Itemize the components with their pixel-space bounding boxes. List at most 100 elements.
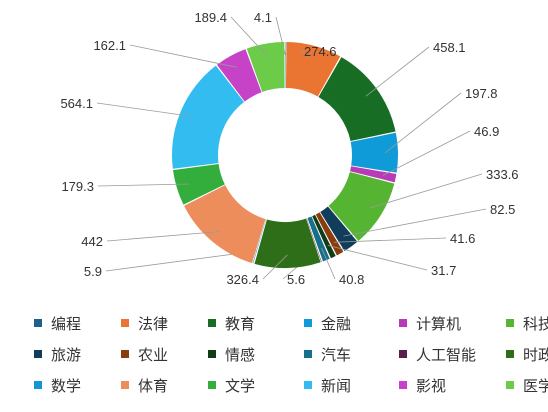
data-label-9: 31.7 [431, 263, 456, 278]
legend-label: 情感 [225, 345, 256, 364]
legend-item-16[interactable]: 新闻 [304, 374, 351, 396]
legend-label: 农业 [138, 345, 169, 364]
label-leader-line-5 [382, 130, 471, 176]
legend-label: 医学 [523, 376, 548, 395]
legend-label: 时政 [523, 345, 548, 364]
donut-slice-15[interactable] [173, 163, 225, 205]
legend-label: 文学 [225, 376, 256, 395]
data-label-7: 82.5 [490, 202, 515, 217]
data-label-16: 564.1 [60, 96, 93, 111]
legend-label: 编程 [51, 314, 82, 333]
legend-item-2[interactable]: 法律 [121, 312, 168, 334]
legend-swatch-icon [506, 350, 514, 358]
donut-slice-12[interactable] [254, 218, 321, 268]
label-leader-line-2 [299, 50, 312, 59]
data-label-14: 442 [81, 234, 103, 249]
legend-item-3[interactable]: 教育 [208, 312, 255, 334]
data-label-17: 162.1 [93, 38, 126, 53]
data-label-3: 458.1 [433, 40, 466, 55]
legend-swatch-icon [34, 319, 42, 327]
legend-swatch-icon [399, 381, 407, 389]
label-leader-line-9 [327, 245, 428, 271]
data-label-18: 189.4 [194, 10, 227, 25]
legend-item-8[interactable]: 农业 [121, 343, 168, 365]
data-label-1: 4.1 [254, 10, 272, 25]
donut-slice-11[interactable] [306, 218, 322, 263]
donut-slice-10[interactable] [307, 216, 330, 262]
legend-label: 金融 [321, 314, 352, 333]
legend-swatch-icon [304, 350, 312, 358]
data-label-6: 333.6 [486, 167, 519, 182]
legend-item-14[interactable]: 体育 [121, 374, 168, 396]
legend-item-18[interactable]: 医学 [506, 374, 548, 396]
data-label-4: 197.8 [465, 86, 498, 101]
legend-swatch-icon [399, 350, 407, 358]
donut-slice-17[interactable] [216, 49, 262, 102]
label-leader-line-8 [333, 237, 447, 243]
legend-label: 教育 [225, 314, 256, 333]
data-label-10: 40.8 [339, 272, 364, 287]
legend-swatch-icon [208, 350, 216, 358]
legend-item-11[interactable]: 人工智能 [399, 343, 476, 365]
legend-item-1[interactable]: 编程 [34, 312, 81, 334]
label-leader-line-12 [262, 254, 288, 280]
data-label-15: 179.3 [61, 179, 94, 194]
legend-label: 旅游 [51, 345, 82, 364]
legend-item-4[interactable]: 金融 [304, 312, 351, 334]
legend-swatch-icon [208, 381, 216, 389]
legend-item-12[interactable]: 时政 [506, 343, 548, 365]
legend-item-15[interactable]: 文学 [208, 374, 255, 396]
data-label-8: 41.6 [450, 231, 475, 246]
donut-slice-3[interactable] [318, 57, 396, 142]
label-leader-line-15 [97, 183, 190, 187]
legend-swatch-icon [34, 350, 42, 358]
donut-chart: 4.1 274.6 458.1 197.8 46.9 333.6 82.5 41.6 31.7 4… [60, 10, 519, 287]
label-leader-line-3 [365, 46, 430, 97]
legend-label: 人工智能 [416, 345, 477, 364]
data-label-13: 5.9 [84, 264, 102, 279]
legend-item-5[interactable]: 计算机 [399, 312, 461, 334]
legend-swatch-icon [208, 319, 216, 327]
label-leader-line-14 [106, 231, 221, 242]
legend-swatch-icon [121, 381, 129, 389]
legend-swatch-icon [34, 381, 42, 389]
donut-slice-2[interactable] [285, 42, 341, 97]
label-leader-line-17 [129, 44, 237, 68]
legend-label: 影视 [416, 376, 447, 395]
donut-slice-18[interactable] [246, 42, 285, 92]
label-leader-line-16 [96, 102, 193, 117]
legend-item-9[interactable]: 情感 [208, 343, 255, 365]
data-label-11: 5.6 [287, 272, 305, 287]
legend-swatch-icon [304, 319, 312, 327]
data-label-2: 274.6 [304, 44, 337, 59]
donut-slice-16[interactable] [172, 65, 245, 169]
label-leader-line-7 [343, 208, 487, 237]
data-label-5: 46.9 [474, 124, 499, 139]
donut-slice-7[interactable] [320, 206, 358, 252]
legend-item-7[interactable]: 旅游 [34, 343, 81, 365]
donut-slice-9[interactable] [312, 214, 336, 259]
donut-slice-8[interactable] [315, 212, 344, 256]
legend-label: 新闻 [321, 376, 352, 395]
legend-item-17[interactable]: 影视 [399, 374, 446, 396]
donut-slice-6[interactable] [328, 171, 395, 241]
label-leader-line-6 [369, 173, 483, 209]
legend-swatch-icon [121, 319, 129, 327]
donut-slice-1[interactable] [285, 42, 287, 89]
donut-slice-13[interactable] [252, 219, 267, 264]
legend-label: 计算机 [416, 314, 462, 333]
legend-swatch-icon [304, 381, 312, 389]
label-leader-line-18 [230, 16, 268, 57]
legend-swatch-icon [399, 319, 407, 327]
donut-slice-4[interactable] [350, 132, 398, 173]
legend-label: 数学 [51, 376, 82, 395]
donut-slice-5[interactable] [350, 166, 397, 183]
legend-label: 科技 [523, 314, 548, 333]
legend-item-13[interactable]: 数学 [34, 374, 81, 396]
data-label-12: 326.4 [226, 272, 259, 287]
legend-label: 汽车 [321, 345, 352, 364]
legend-item-6[interactable]: 科技 [506, 312, 548, 334]
donut-slice-14[interactable] [184, 185, 266, 264]
legend-item-10[interactable]: 汽车 [304, 343, 351, 365]
legend-swatch-icon [506, 319, 514, 327]
